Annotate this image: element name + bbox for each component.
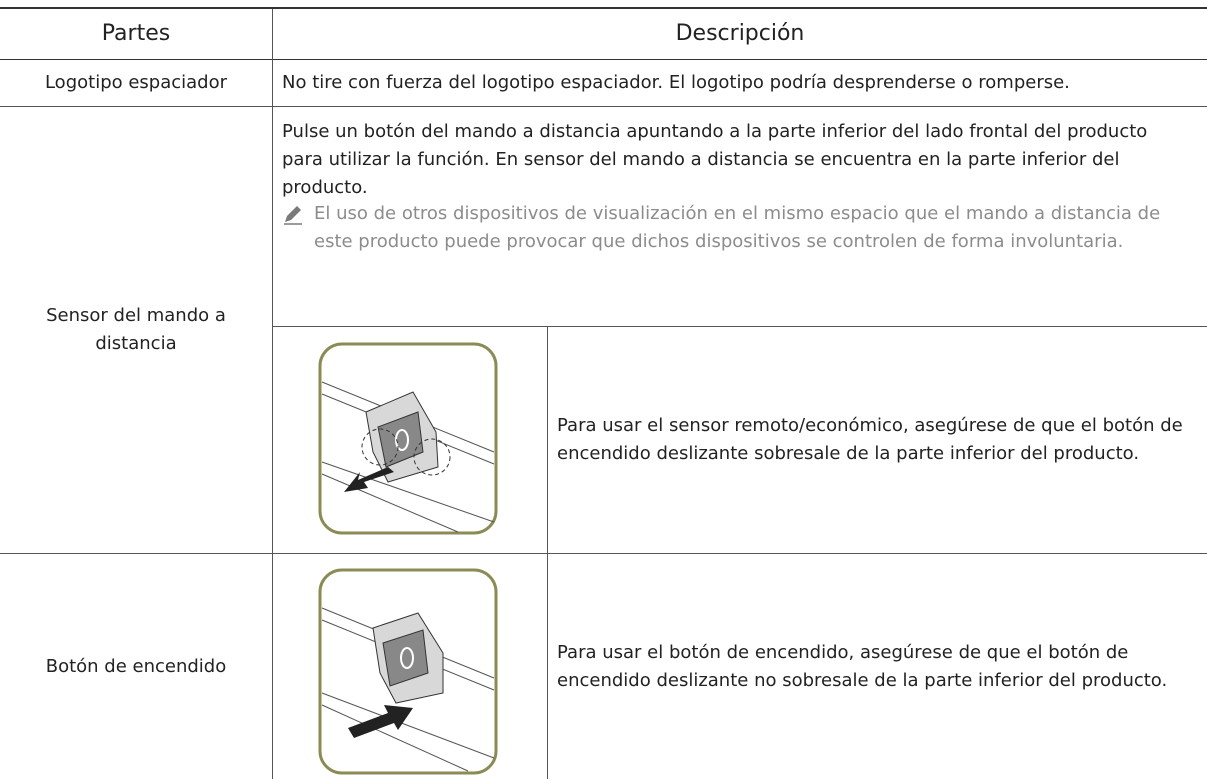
row-border [0, 553, 1207, 554]
header-cell: Partes [101, 21, 171, 46]
part-cell: Botón de encendido [45, 655, 227, 677]
header-border [0, 59, 1207, 60]
part-cell: Sensor del mando a distancia [46, 305, 226, 354]
illustration [318, 568, 498, 775]
illustration [318, 342, 498, 535]
detail-cell: Para usar el botón de encendido, asegúre… [557, 641, 1168, 691]
part-cell: Logotipo espaciador [44, 72, 228, 93]
row-border [0, 106, 1207, 107]
note-text: El uso de otros dispositivos de visualiz… [314, 203, 1161, 252]
row-border [272, 326, 1207, 327]
header-cell: Descripción [675, 21, 805, 46]
detail-cell: Para usar el sensor remoto/económico, as… [557, 415, 1183, 464]
description-cell: No tire con fuerza del logotipo espaciad… [282, 72, 1070, 93]
description-text: Pulse un botón del mando a distancia apu… [282, 121, 1148, 198]
col-border [272, 9, 273, 779]
top-border [0, 7, 1207, 9]
col-border [547, 326, 548, 779]
note-icon [284, 206, 302, 225]
